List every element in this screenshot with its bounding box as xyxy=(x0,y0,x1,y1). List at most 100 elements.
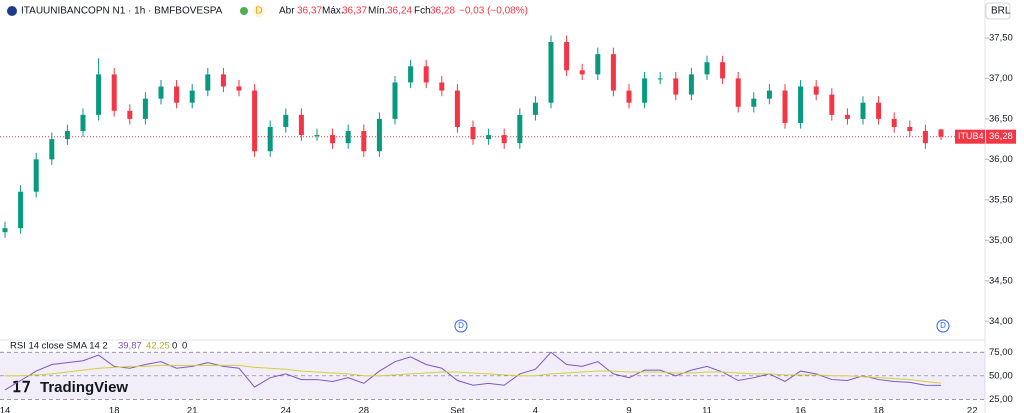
candle-body xyxy=(876,102,882,119)
x-tick-label: 21 xyxy=(187,406,198,413)
candle-body xyxy=(735,78,741,107)
x-tick-label: 4 xyxy=(533,406,538,413)
x-tick-label: 16 xyxy=(795,406,806,413)
event-label[interactable]: D xyxy=(458,321,464,330)
y-tick-label: 75,00 xyxy=(989,347,1013,358)
candle-body xyxy=(564,41,570,71)
candle-body xyxy=(704,62,710,75)
rsi-title: RSI 14 close SMA 14 2 xyxy=(10,341,108,352)
candle-body xyxy=(2,228,8,233)
ohlc-label: Fch xyxy=(414,6,431,17)
price-label: 36,28 xyxy=(989,131,1013,142)
candle-body xyxy=(907,126,913,132)
ohlc-value: 36,28 xyxy=(430,6,455,17)
candle-body xyxy=(80,114,86,132)
y-tick-label: 36,00 xyxy=(989,154,1013,165)
rsi-value: 39,87 xyxy=(118,341,142,352)
candle-body xyxy=(891,118,897,127)
candle-body xyxy=(813,86,819,95)
candle-body xyxy=(158,86,164,99)
candle-body xyxy=(829,94,835,115)
ohlc-label: Abr xyxy=(279,6,295,17)
candle-body xyxy=(688,74,694,95)
candle-body xyxy=(392,82,398,119)
series-line xyxy=(4,351,942,391)
event-marker[interactable] xyxy=(454,319,468,333)
candle-body xyxy=(532,102,538,115)
candle-body xyxy=(127,110,133,119)
candle-body xyxy=(798,86,804,123)
candle-body xyxy=(376,118,382,152)
candle-body xyxy=(111,74,117,111)
ohlc-label: Máx. xyxy=(322,6,344,17)
candle-body xyxy=(579,70,585,75)
candle-body xyxy=(174,86,180,103)
y-tick-label: 34,00 xyxy=(989,316,1013,327)
y-tick-label: 50,00 xyxy=(989,370,1013,381)
candle-body xyxy=(298,114,304,136)
x-tick-label: 22 xyxy=(967,406,978,413)
candle-body xyxy=(314,135,320,137)
candle-body xyxy=(610,54,616,91)
logo-mark: 𝟣𝟩 xyxy=(12,379,31,396)
ticker-box xyxy=(955,129,985,144)
y-tick-label: 37,50 xyxy=(989,32,1013,43)
symbol-icon xyxy=(7,6,17,16)
logo: TradingView xyxy=(40,379,128,396)
y-tick-label: 35,00 xyxy=(989,235,1013,246)
x-tick-label: 18 xyxy=(109,406,120,413)
candle-body xyxy=(657,78,663,80)
x-tick-label: 24 xyxy=(281,406,292,413)
candle-body xyxy=(252,90,258,152)
candle-body xyxy=(860,102,866,119)
candle-body xyxy=(720,62,726,79)
badge-bg xyxy=(253,5,265,17)
series-line xyxy=(5,364,942,384)
candle-body xyxy=(18,191,24,229)
x-tick-label: Set xyxy=(450,406,465,413)
ohlc-label: Mín. xyxy=(368,6,387,17)
candle-body xyxy=(49,139,55,160)
y-tick-label: 36,50 xyxy=(989,113,1013,124)
y-tick-label: 35,50 xyxy=(989,194,1013,205)
candle-body xyxy=(189,90,195,103)
candle-body xyxy=(267,126,273,152)
y-tick-label: 34,50 xyxy=(989,275,1013,286)
x-tick-label: 28 xyxy=(359,406,370,413)
ohlc-value: 36,37 xyxy=(342,6,367,17)
status-dot xyxy=(240,7,248,15)
candle-body xyxy=(423,66,429,83)
currency[interactable]: BRL xyxy=(991,6,1011,17)
candle-body xyxy=(96,74,102,115)
candle-body xyxy=(470,126,476,140)
ohlc-value: 36,37 xyxy=(297,6,322,17)
candle-body xyxy=(64,131,70,140)
badge: D xyxy=(255,6,262,17)
candle-body xyxy=(33,159,39,192)
candle-body xyxy=(595,54,601,75)
candle-body xyxy=(439,82,445,91)
x-tick-label: 11 xyxy=(702,406,712,413)
candle-body xyxy=(408,66,414,83)
candle-body xyxy=(486,135,492,140)
y-tick-label: 25,00 xyxy=(989,394,1013,405)
extra-label: 0 xyxy=(182,341,187,352)
candle-body xyxy=(938,129,944,137)
event-label[interactable]: D xyxy=(940,321,946,330)
candle-body xyxy=(766,90,772,99)
candle-body xyxy=(454,90,460,127)
symbol: ITAUUNIBANCOPN N1 · 1h · BMFBOVESPA xyxy=(21,6,223,17)
ohlc-value: 36,24 xyxy=(387,6,412,17)
candle-body xyxy=(673,78,679,95)
event-marker[interactable] xyxy=(936,319,950,333)
candle-body xyxy=(782,90,788,123)
candle-body xyxy=(517,114,523,144)
candle-body xyxy=(844,114,850,119)
candle-body xyxy=(751,98,757,107)
extra-label: 0 xyxy=(172,341,177,352)
candle-body xyxy=(548,41,554,103)
currency-button[interactable] xyxy=(985,2,1011,20)
y-tick-label: 37,00 xyxy=(989,73,1013,84)
